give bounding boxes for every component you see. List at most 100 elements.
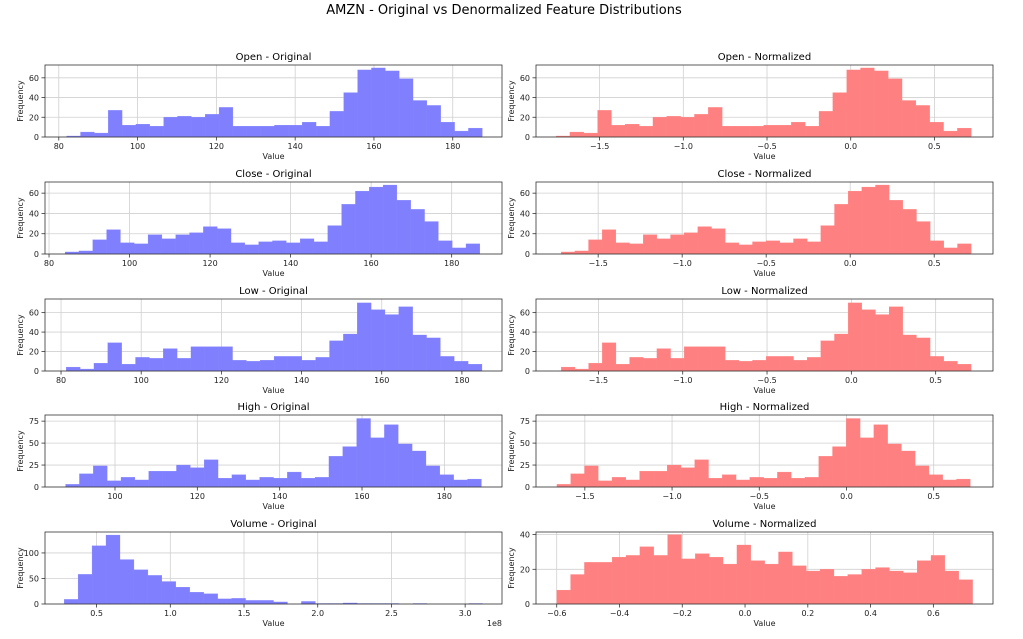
histogram-bar (818, 111, 834, 138)
subplot-low-original: 80 100 120 140 160 180 0 20 40 60 Low - Original Va… (16, 286, 503, 395)
histogram-bar (314, 477, 330, 488)
histogram-bar (425, 465, 440, 488)
y-tick-label: 40 (520, 531, 530, 540)
histogram-bar (943, 130, 958, 138)
histogram-bar (327, 225, 342, 255)
y-tick-label: 20 (29, 348, 39, 357)
histogram-bar (957, 364, 972, 372)
histogram-bar (763, 125, 778, 138)
histogram-bar (468, 127, 483, 138)
subplot-close-normalized: −1.5 −1.0 −0.5 0.0 0.5 0 20 40 60 Close - Normali… (507, 169, 994, 278)
x-tick-label: −0.5 (757, 376, 776, 385)
subplot-title: Close - Original (235, 169, 311, 180)
histogram-bar (80, 131, 95, 138)
x-tick-label: 0.5 (90, 609, 103, 618)
y-axis-label: Frequency (16, 197, 25, 239)
histogram-bar (163, 117, 178, 138)
histogram-bar (820, 225, 835, 255)
x-tick-label: 1.0 (164, 609, 177, 618)
histogram-bar (79, 473, 94, 488)
histogram-bar (791, 122, 806, 138)
subplot-title: Open - Original (236, 52, 312, 63)
histogram-bar (888, 78, 903, 138)
histogram-bar (832, 92, 847, 138)
histogram-bar (134, 479, 149, 488)
histogram-bar (107, 342, 122, 372)
histogram-bar (639, 546, 654, 605)
histogram-bar (777, 471, 792, 488)
y-tick-label: 60 (29, 74, 39, 83)
histogram-bar (357, 302, 372, 372)
histogram-bar (301, 478, 316, 488)
y-tick-label: 75 (29, 417, 39, 426)
histogram-bar (412, 100, 428, 138)
histogram-bar (625, 124, 640, 138)
histogram-bar (343, 333, 358, 372)
histogram-bar (246, 361, 261, 372)
x-tick-label: 160 (364, 259, 379, 268)
histogram-bar (574, 250, 589, 255)
x-tick-label: 1.5 (238, 609, 251, 618)
x-tick-label: 0.0 (840, 492, 853, 501)
histogram-bar (315, 357, 330, 372)
subplot-volume-original: 0.5 1.0 1.5 2.0 2.5 3.0 0 50 100 Volume - Origina… (16, 519, 503, 628)
axes-frame (535, 531, 994, 605)
histogram-bar (438, 240, 453, 255)
axes-frame (535, 64, 994, 138)
y-tick-label: 100 (24, 549, 39, 558)
x-tick-label: 0.0 (844, 259, 857, 268)
histogram-bar (230, 242, 245, 255)
histogram-bar (708, 107, 723, 138)
histogram-bar (615, 364, 630, 372)
histogram-bar (889, 200, 903, 255)
histogram-bar (643, 358, 658, 372)
histogram-bar (887, 443, 902, 488)
histogram-bar (356, 418, 371, 488)
y-tick-label: 75 (520, 417, 530, 426)
x-tick-label: 0.4 (864, 609, 877, 618)
x-tick-label: 80 (44, 259, 54, 268)
histogram-bar (371, 67, 386, 138)
histogram-bar (859, 437, 875, 488)
histogram-bar (584, 465, 599, 488)
histogram-bar (819, 569, 835, 605)
x-tick-label: −0.5 (756, 259, 775, 268)
histogram-bar (804, 477, 819, 488)
histogram-bar (412, 334, 427, 372)
histogram-bar (861, 309, 876, 372)
histogram-bar (454, 130, 469, 138)
histogram-bar (120, 242, 135, 255)
axes-frame (44, 531, 503, 605)
histogram-bar (709, 557, 724, 605)
y-tick-label: 20 (29, 113, 39, 122)
histogram-bar (846, 418, 861, 488)
subplot-title: Volume - Normalized (713, 519, 817, 530)
histogram-bar (777, 125, 792, 138)
histogram-bar (119, 559, 135, 605)
histogram-bar (860, 67, 875, 138)
histogram-bar (190, 467, 205, 488)
histogram-bar (752, 241, 767, 255)
histogram-bar (629, 243, 644, 255)
x-tick-label: 2.0 (311, 609, 324, 618)
histogram-bar (161, 238, 176, 255)
y-tick-label: 40 (520, 94, 530, 103)
x-tick-label: 160 (374, 376, 389, 385)
histogram-bar (205, 114, 220, 138)
histogram-bar (231, 598, 246, 605)
histogram-bar (120, 477, 136, 488)
histogram-bar (901, 100, 917, 138)
histogram-bar (342, 446, 357, 488)
histogram-bar (834, 333, 849, 372)
x-tick-label: −1.5 (589, 376, 608, 385)
axes-frame (44, 64, 503, 138)
y-tick-label: 20 (520, 113, 530, 122)
histogram-bar (930, 555, 946, 605)
histogram-bar (697, 346, 712, 372)
histogram-bar (902, 209, 917, 255)
x-axis-label: Value (754, 502, 776, 511)
y-tick-label: 0 (34, 600, 39, 609)
x-tick-label: 80 (56, 376, 66, 385)
histogram-bar (611, 477, 626, 488)
histogram-bar (467, 364, 483, 372)
